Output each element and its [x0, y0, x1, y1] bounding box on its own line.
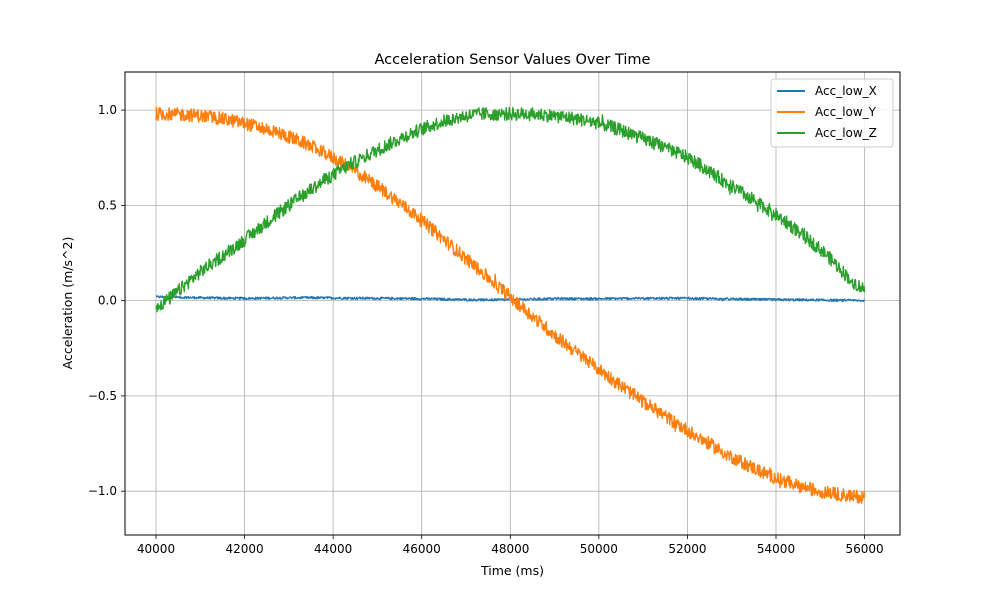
chart-title: Acceleration Sensor Values Over Time: [375, 52, 651, 68]
x-tick-label: 42000: [225, 542, 263, 556]
x-tick-label: 52000: [668, 542, 706, 556]
x-tick-label: 48000: [491, 542, 529, 556]
x-tick-label: 56000: [845, 542, 883, 556]
legend-label: Acc_low_Y: [815, 105, 877, 119]
legend-label: Acc_low_Z: [815, 126, 877, 140]
legend-label: Acc_low_X: [815, 84, 877, 98]
x-tick-label: 46000: [403, 542, 441, 556]
y-tick-label: 0.5: [98, 198, 117, 212]
y-tick-label: −0.5: [88, 389, 117, 403]
legend: Acc_low_X Acc_low_Y Acc_low_Z: [770, 78, 894, 148]
x-axis-ticks: 40000 42000 44000 46000 48000 50000 52000 54000…: [137, 535, 884, 556]
plot-frame: [124, 71, 901, 536]
series-line-acc-low-z: [155, 106, 866, 313]
series-layer: [155, 106, 866, 504]
y-tick-label: −1.0: [88, 484, 117, 498]
legend-box: [770, 78, 894, 148]
x-tick-label: 44000: [314, 542, 352, 556]
x-tick-label: 50000: [580, 542, 618, 556]
x-axis-label: Time (ms): [480, 563, 544, 578]
y-axis-ticks: −1.0 −0.5 0.0 0.5 1.0: [88, 103, 125, 498]
y-axis-label: Acceleration (m/s^2): [60, 237, 75, 370]
x-tick-label: 54000: [757, 542, 795, 556]
series-line-acc-low-y: [155, 106, 866, 504]
y-tick-label: 1.0: [98, 103, 117, 117]
y-tick-label: 0.0: [98, 294, 117, 308]
x-tick-label: 40000: [137, 542, 175, 556]
